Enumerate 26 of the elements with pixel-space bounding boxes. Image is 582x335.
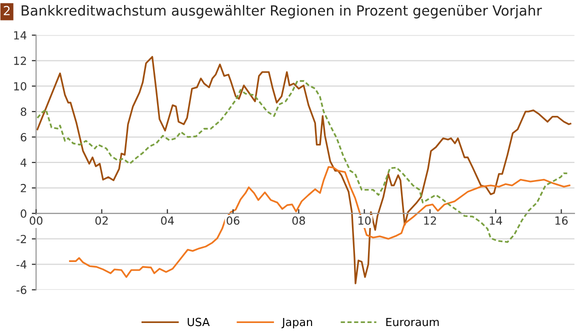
text: 2 [4,6,10,16]
x-tick-label: 16 [555,216,568,225]
x-tick-label: 12 [424,216,436,225]
y-tick-label: -6 [16,286,26,294]
y-tick-label: 6 [20,132,26,142]
y-tick-label: 8 [20,108,26,116]
legend-label: Euroraum [386,318,439,326]
y-tick-label: -2 [16,234,26,244]
y-tick-label: 14 [14,31,26,40]
x-tick-label: 06 [226,216,240,225]
x-tick-label: 08 [292,216,306,225]
legend-label: Japan [281,318,312,328]
line-series [69,166,570,278]
x-tick-label: 10 [358,216,371,225]
y-tick-label: 2 [20,184,26,192]
legend-label: USA [188,318,210,326]
y-tick-label: 4 [20,158,26,167]
x-tick-label: 00 [30,216,42,225]
y-tick-label: 12 [14,56,26,65]
y-tick-label: 0 [20,209,26,218]
x-tick-label: 04 [161,216,174,225]
x-tick-label: 02 [95,216,108,225]
chart-title: Bankkreditwachstum ausgewählter Regionen in Prozent gegenüber Vorjahr [22,5,542,18]
y-tick-label: 10 [14,82,26,90]
x-tick-label: 14 [490,216,502,225]
y-tick-label: -4 [16,260,26,269]
